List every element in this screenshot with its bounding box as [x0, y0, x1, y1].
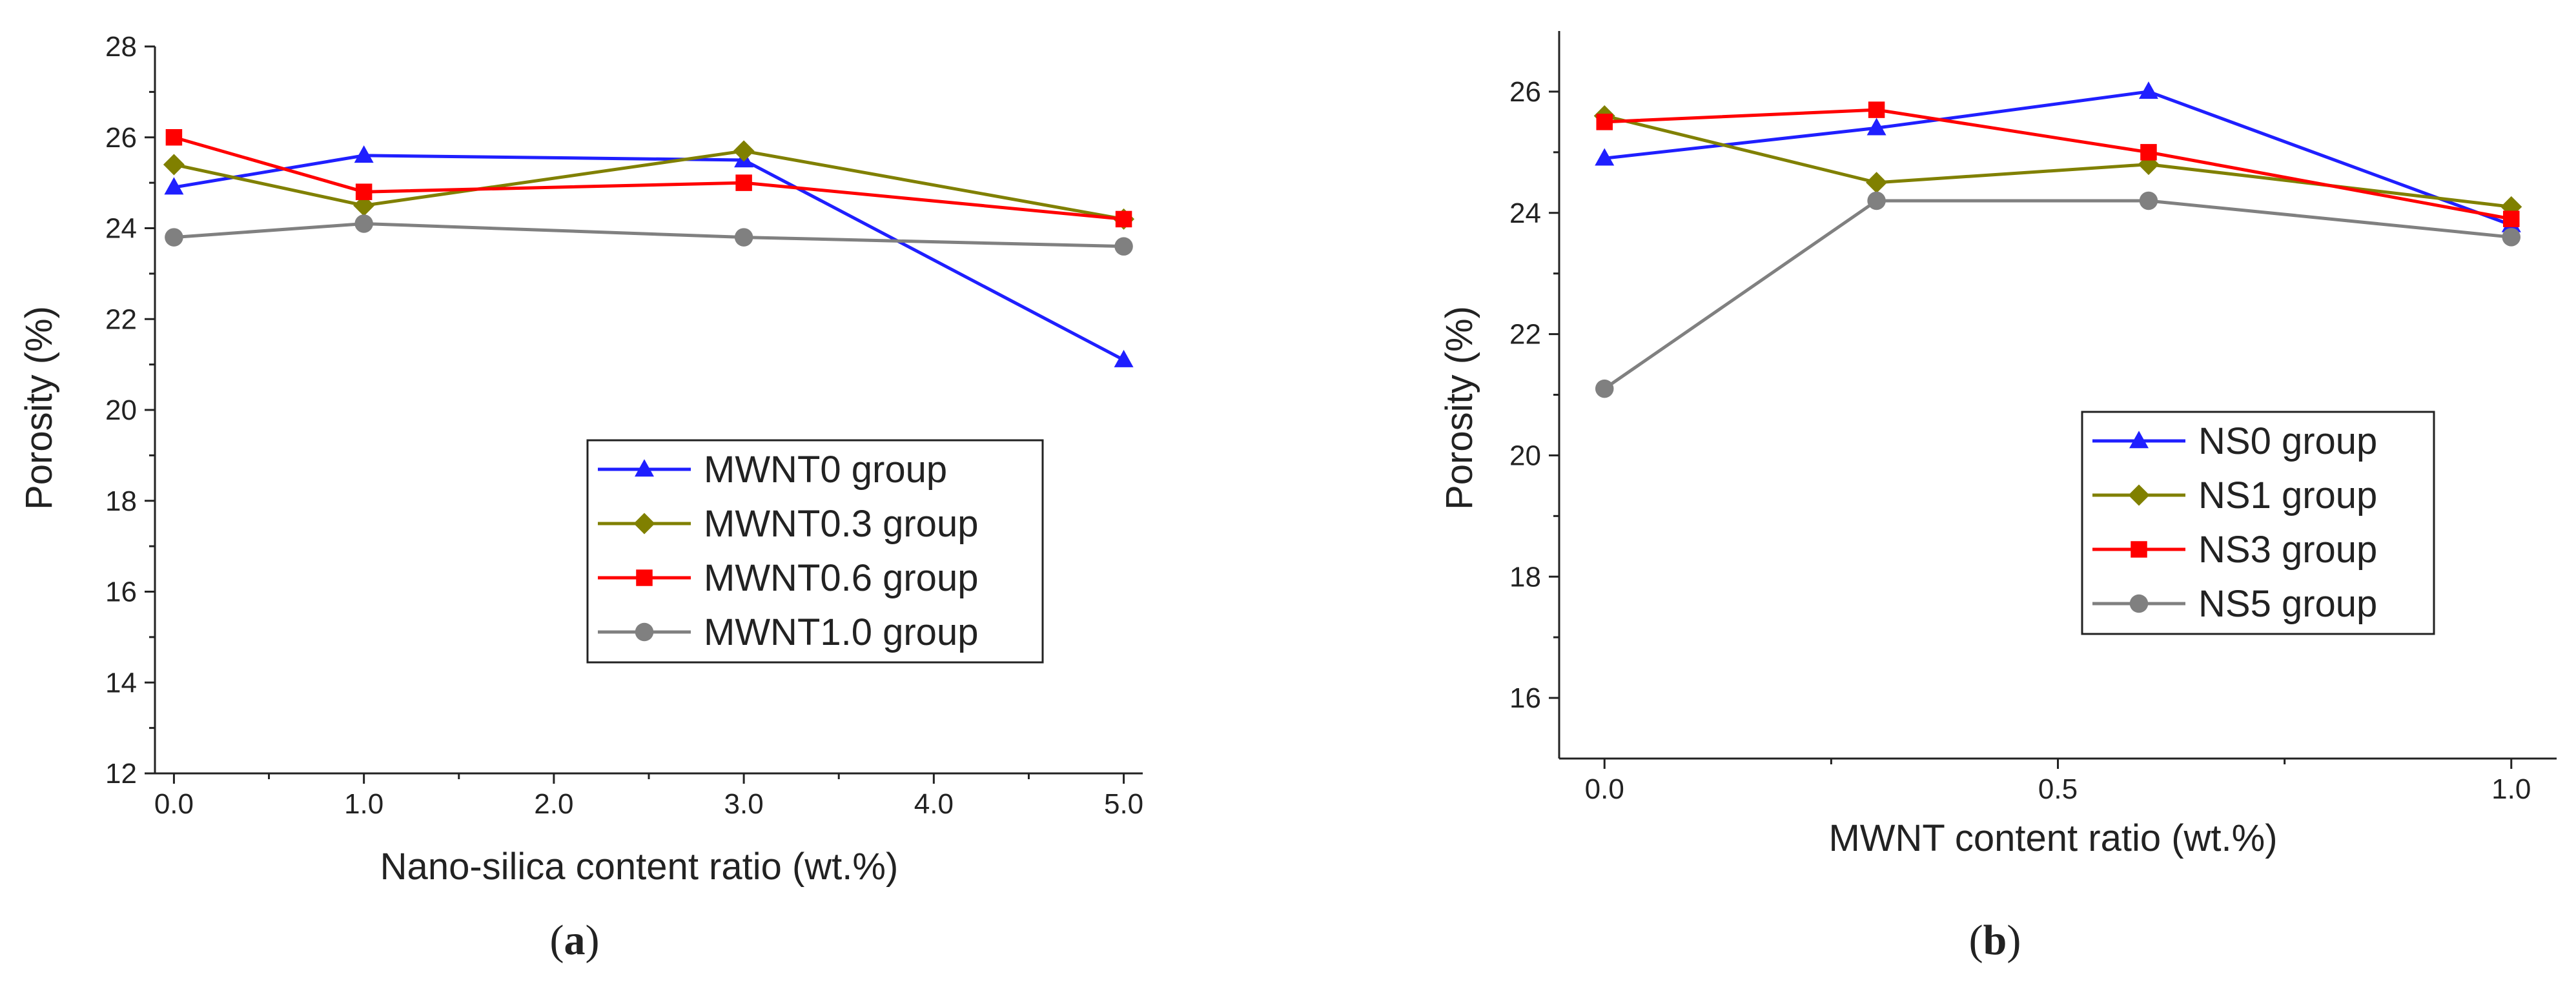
panel-a-series-3-point — [1114, 237, 1133, 256]
panel-a-x-tick-label: 5.0 — [1104, 788, 1143, 820]
panel-b-y-tick-label: 20 — [1509, 440, 1541, 471]
panel-b-legend: NS0 group NS1 group NS3 group NS5 group — [2081, 411, 2435, 635]
panel-a-ylabel: Porosity (%) — [18, 306, 60, 510]
panel-a-x-tick-label: 3.0 — [724, 788, 764, 820]
panel-b-series-2-point — [1596, 114, 1613, 130]
panel-a-series-0-line — [174, 154, 1125, 362]
panel-b-legend-label-2: NS3 group — [2198, 529, 2377, 571]
panel-a-y-tick-label: 28 — [105, 31, 137, 63]
panel-b-y-tick-label: 24 — [1509, 198, 1541, 229]
panel-a-series-1-point — [353, 194, 375, 216]
panel-b-series-2-point — [2503, 210, 2520, 227]
panel-a-legend-marker-1 — [633, 513, 655, 535]
panel-a-x-tick-label: 4.0 — [914, 788, 954, 820]
panel-a-legend-label-2: MWNT0.6 group — [704, 557, 978, 599]
panel-a-legend-marker-0 — [635, 459, 654, 477]
panel-b-x-tick-label: 0.0 — [1585, 773, 1624, 805]
panel-b-legend-label-0: NS0 group — [2198, 420, 2377, 462]
panel-a-y-tick-label: 22 — [105, 303, 137, 335]
panel-a-series-2-point — [355, 183, 373, 200]
panel-b-series-2-point — [2140, 144, 2157, 161]
panel-a-legend-box — [586, 439, 1044, 664]
panel-b-series-3-point — [2502, 228, 2521, 247]
panel-a-series-2-point — [1115, 210, 1132, 228]
panel-b-series-0-point — [1866, 117, 1886, 136]
panel-b-series-3-line — [1603, 199, 2512, 391]
panel-a-legend-marker-3 — [635, 622, 654, 642]
panel-a-legend-marker-2 — [636, 569, 653, 586]
panel-a-series-2-point — [735, 174, 752, 191]
panel-a-x-tick-label: 2.0 — [534, 788, 573, 820]
panel-b-series-0-point — [1595, 148, 1615, 166]
panel-a-plot-area: 12 14 16 18 20 22 24 26 28 0.0 1.0 2.0 3.0 4.0 5.0 MWNT… — [105, 31, 1143, 820]
panel-a-legend: MWNT0 group MWNT0.3 group MWNT0.6 group MWN… — [586, 439, 1044, 664]
panel-a-series-0-point — [164, 177, 184, 195]
panel-b-y-tick-label: 26 — [1509, 76, 1541, 108]
panel-b-legend-marker-0 — [2129, 431, 2149, 449]
panel-b-legend-marker-3 — [2129, 594, 2149, 613]
panel-a-y-tick-label: 24 — [105, 213, 137, 245]
panel-b-series-2-point — [1868, 101, 1885, 118]
panel-b-series-3-point — [2139, 191, 2158, 210]
panel-a-series-0-point — [1114, 349, 1134, 367]
panel-a-y-tick-label: 14 — [105, 667, 137, 698]
panel-a-series-1-point — [163, 154, 185, 176]
panel-a-series-1-point — [733, 140, 755, 162]
panel-b-series-0-point — [2138, 81, 2158, 99]
panel-a-series-3-point — [354, 214, 373, 233]
panel-a-y-tick-label: 18 — [105, 485, 137, 517]
panel-a-y-tick-label: 12 — [105, 758, 137, 790]
panel-b-y-tick-label: 16 — [1509, 682, 1541, 714]
panel-b-y-tick-label: 18 — [1509, 561, 1541, 593]
panel-b-x-tick-label: 1.0 — [2491, 773, 2531, 805]
panel-a-legend-label-1: MWNT0.3 group — [704, 503, 978, 545]
panel-a-legend-label-0: MWNT0 group — [704, 449, 947, 491]
panel-b-legend-label-1: NS1 group — [2198, 474, 2377, 516]
panel-b-series-1-point — [1866, 172, 1888, 194]
panel-a-series-1-line — [173, 149, 1125, 221]
panel-a-series-3-point — [734, 228, 753, 247]
panel-a-y-tick-label: 26 — [105, 122, 137, 154]
panel-a-series-2-line — [173, 136, 1124, 221]
panel-a-x-tick-label: 1.0 — [344, 788, 383, 820]
panel-a-y-tick-label: 20 — [105, 394, 137, 426]
panel-a-label: (a) — [550, 917, 600, 964]
panel-b-legend-marker-1 — [2128, 484, 2150, 506]
panel-a-legend-label-3: MWNT1.0 group — [704, 611, 978, 653]
panel-a-series-0-point — [354, 145, 374, 163]
panel-a-series-3-line — [174, 221, 1124, 249]
panel-b-y-tick-label: 22 — [1509, 319, 1541, 351]
panel-b-legend-marker-2 — [2131, 541, 2147, 558]
panel-a-series-2-point — [165, 129, 183, 146]
panel-a: 12 14 16 18 20 22 24 26 28 0.0 1.0 2.0 3.0 4.0 5.0 MWNT… — [18, 31, 1143, 964]
panel-a-series-3-point — [165, 228, 183, 247]
panel-b-xlabel: MWNT content ratio (wt.%) — [1828, 817, 2277, 859]
panel-a-x-tick-label: 0.0 — [154, 788, 194, 820]
panel-b-ylabel: Porosity (%) — [1438, 306, 1480, 510]
panel-b-series-3-point — [1595, 379, 1614, 398]
panel-b-series-3-point — [1867, 191, 1886, 210]
panel-b-label: (b) — [1969, 917, 2021, 964]
panel-a-xlabel: Nano-silica content ratio (wt.%) — [380, 846, 899, 888]
panel-a-y-tick-label: 16 — [105, 576, 137, 608]
panel-b-series-0-line — [1604, 90, 2512, 227]
panel-b-series-2-line — [1604, 108, 2512, 221]
panel-b-legend-label-3: NS5 group — [2198, 583, 2377, 625]
panel-b-x-tick-label: 0.5 — [2038, 773, 2078, 805]
